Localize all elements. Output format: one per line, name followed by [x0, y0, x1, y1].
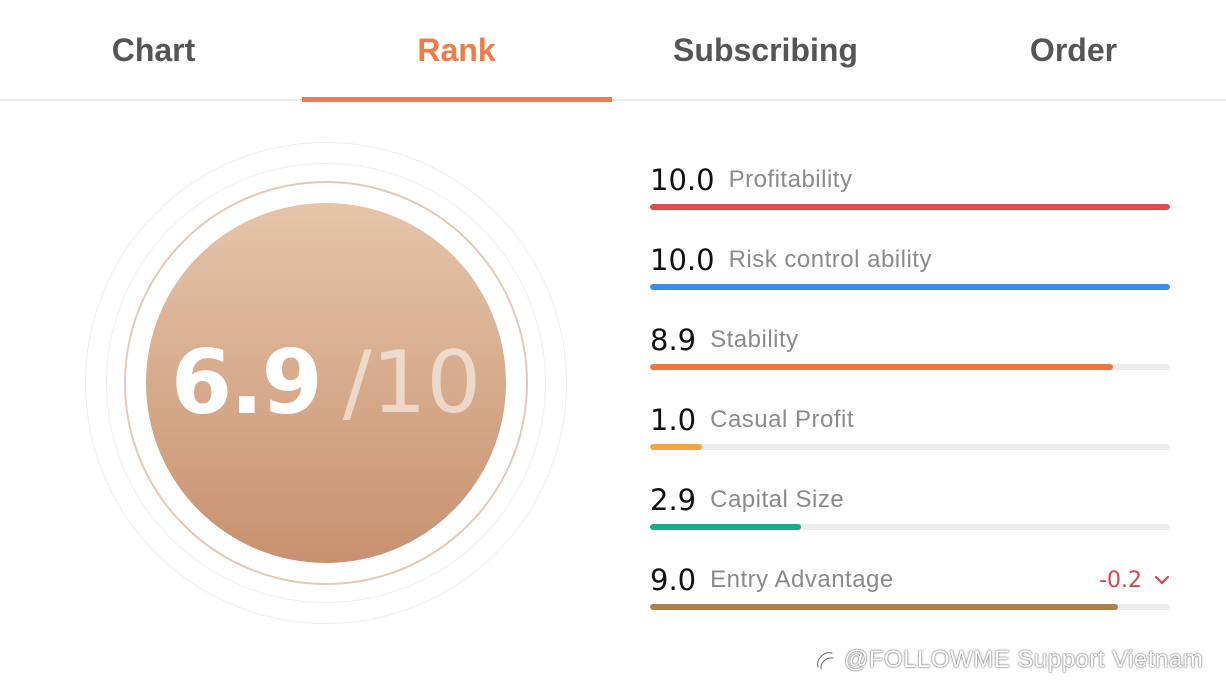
- watermark-text: @FOLLOWME Support Vietnam: [844, 646, 1204, 673]
- followme-logo-icon: [816, 651, 835, 671]
- metric-score: 8.9: [650, 323, 697, 357]
- metric-stability: 8.9 Stability: [650, 320, 1170, 380]
- metric-label: Stability: [710, 326, 799, 353]
- metric-capital-size: 2.9 Capital Size: [650, 480, 1170, 540]
- metric-bar-track: [650, 604, 1170, 610]
- metric-bar-fill: [650, 204, 1170, 210]
- metric-label: Casual Profit: [710, 406, 855, 433]
- overall-score-max: /10: [342, 333, 482, 433]
- metric-bar-fill: [650, 444, 702, 450]
- metric-bar-fill: [650, 524, 801, 530]
- metric-bar-track: [650, 524, 1170, 530]
- tab-chart[interactable]: Chart: [111, 32, 196, 68]
- watermark: @FOLLOWME Support Vietnam: [812, 640, 1203, 680]
- overall-score-value: 6.9: [170, 331, 323, 434]
- tab-rank[interactable]: Rank: [417, 32, 496, 68]
- overall-score: 6.9 /10: [146, 203, 506, 563]
- chevron-down-icon: [1154, 575, 1170, 585]
- metric-score: 10.0: [650, 163, 715, 197]
- metric-score: 10.0: [650, 243, 715, 277]
- score-ring-middle: [106, 163, 546, 603]
- metric-score: 2.9: [650, 483, 697, 517]
- tab-bar: Chart Rank Subscribing Order: [0, 0, 1226, 102]
- metric-score: 1.0: [650, 403, 697, 437]
- overall-score-badge: [146, 203, 506, 563]
- metric-bar-track: [650, 284, 1170, 290]
- metric-bar-track: [650, 364, 1170, 370]
- score-ring-inner: [124, 181, 528, 585]
- metric-bar-track: [650, 204, 1170, 210]
- metric-label: Entry Advantage: [710, 566, 894, 593]
- metric-casual-profit: 1.0 Casual Profit: [650, 400, 1170, 460]
- metric-label: Profitability: [728, 166, 853, 193]
- active-tab-indicator: [302, 97, 612, 102]
- score-ring-outer: [85, 142, 567, 624]
- metric-entry-advantage: 9.0 Entry Advantage -0.2: [650, 560, 1170, 620]
- metric-bar-fill: [650, 284, 1170, 290]
- tab-order[interactable]: Order: [1029, 32, 1118, 68]
- metric-score: 9.0: [650, 563, 697, 597]
- metric-label: Capital Size: [710, 486, 845, 513]
- metric-bar-fill: [650, 364, 1113, 370]
- metric-label: Risk control ability: [728, 246, 932, 273]
- metric-risk-control-ability: 10.0 Risk control ability: [650, 240, 1170, 300]
- metric-profitability: 10.0 Profitability: [650, 160, 1170, 220]
- metric-bar-track: [650, 444, 1170, 450]
- score-change-value: -0.2: [1099, 567, 1142, 593]
- metric-bar-fill: [650, 604, 1118, 610]
- score-change-toggle[interactable]: -0.2: [1099, 560, 1170, 600]
- tab-subscribing[interactable]: Subscribing: [673, 32, 858, 68]
